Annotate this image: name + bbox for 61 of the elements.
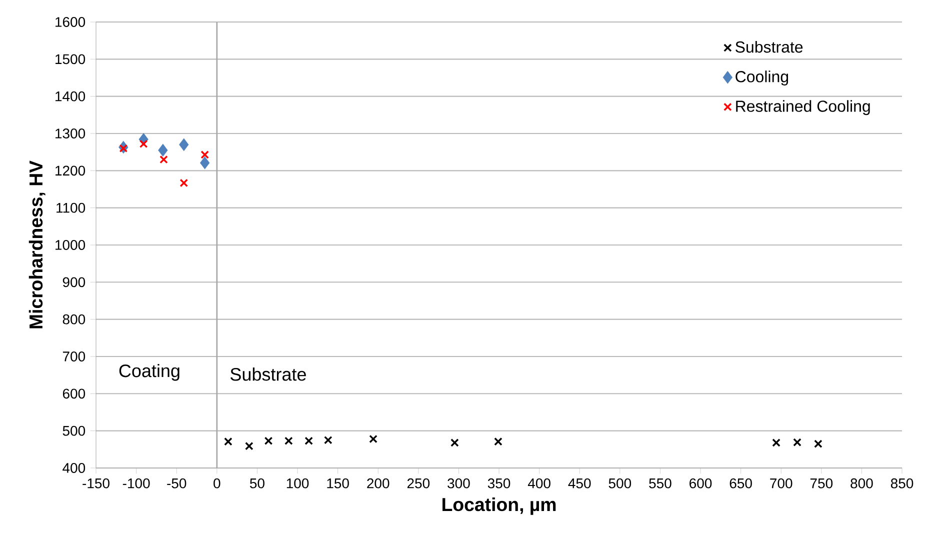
x-tick-label: 700 <box>770 478 792 488</box>
point <box>494 437 502 446</box>
point <box>179 138 189 151</box>
x-tick-label: 100 <box>286 478 309 488</box>
y-axis-title: Microhardness, HV <box>28 160 46 328</box>
point <box>200 150 209 159</box>
point <box>324 436 332 444</box>
legend-label: Substrate <box>736 40 803 53</box>
y-tick-label: 800 <box>62 314 86 324</box>
x-axis-title: Location, µm <box>442 497 556 515</box>
x-tick-label: 650 <box>730 478 752 488</box>
x-tick-label: 50 <box>250 478 264 488</box>
point <box>450 438 459 447</box>
x-tick-label: 800 <box>850 478 873 488</box>
x-tick-label: 500 <box>608 478 632 488</box>
x-tick-label: -100 <box>122 478 150 488</box>
y-tick-label: 500 <box>62 426 86 436</box>
annotation: Substrate <box>230 368 306 381</box>
point <box>180 178 188 188</box>
x-tick-label: 850 <box>890 478 914 488</box>
annotation: Coating <box>119 364 180 381</box>
y-tick-label: 1600 <box>56 17 86 27</box>
x-tick-label: 350 <box>488 478 510 488</box>
point <box>284 436 293 446</box>
legend-label: Restrained Cooling <box>736 100 870 116</box>
x-tick-label: 300 <box>448 478 470 488</box>
point <box>814 440 822 448</box>
y-tick-label: 1500 <box>56 54 86 64</box>
x-tick-label: 450 <box>568 478 591 488</box>
x-tick-label: 150 <box>327 478 349 488</box>
point <box>139 140 148 148</box>
point <box>200 156 210 170</box>
point <box>158 144 168 156</box>
x-tick-label: 750 <box>810 478 833 488</box>
point <box>772 438 780 447</box>
x-tick-label: 200 <box>367 478 390 488</box>
x-tick-label: -50 <box>167 478 186 488</box>
x-tick-label: -150 <box>82 478 110 488</box>
y-tick-label: 900 <box>62 277 86 288</box>
point <box>224 437 232 446</box>
point <box>264 436 273 446</box>
point <box>304 436 313 446</box>
x-tick-label: 0 <box>214 478 220 488</box>
x-tick-label: 550 <box>649 478 672 488</box>
y-tick-label: 700 <box>62 352 86 362</box>
y-tick-label: 1000 <box>56 240 86 250</box>
y-tick-label: 1100 <box>56 202 86 213</box>
point <box>369 434 378 444</box>
point <box>793 438 802 447</box>
y-tick-label: 600 <box>62 388 86 399</box>
point <box>244 442 254 450</box>
point <box>160 155 168 164</box>
x-tick-label: 400 <box>528 478 550 488</box>
y-tick-label: 1400 <box>56 91 86 102</box>
x-tick-label: 250 <box>407 478 430 488</box>
y-tick-label: 400 <box>62 463 86 473</box>
point <box>119 144 128 153</box>
legend-label: Cooling <box>736 70 788 86</box>
y-tick-label: 1200 <box>56 166 86 176</box>
x-tick-label: 600 <box>690 478 712 488</box>
y-tick-label: 1300 <box>56 128 86 138</box>
